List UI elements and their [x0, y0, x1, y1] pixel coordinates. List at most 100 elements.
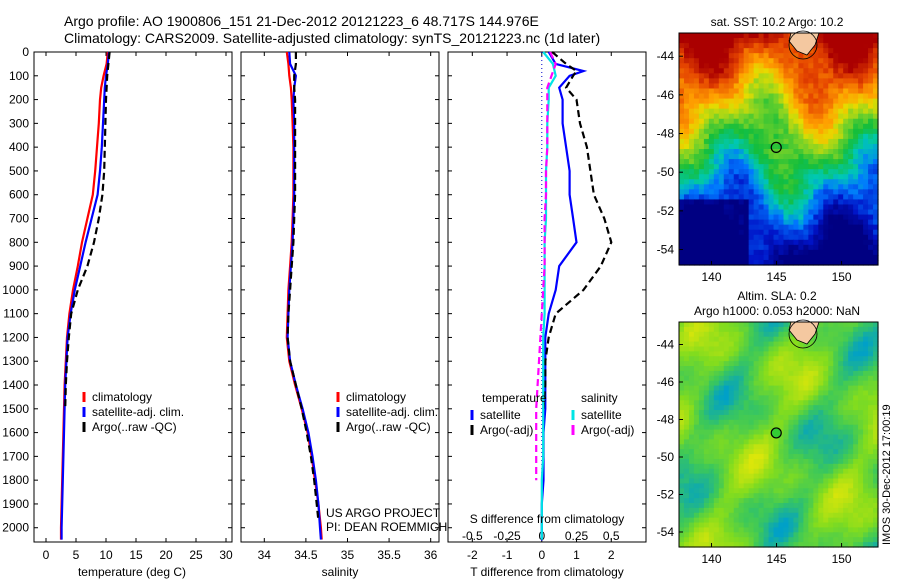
map-cell [808, 169, 814, 175]
map-cell [838, 498, 844, 504]
map-cell [823, 405, 829, 411]
map-cell [783, 468, 790, 475]
map-cell [718, 164, 725, 170]
map-cell [718, 419, 725, 426]
depth-tick-label: 800 [9, 235, 29, 249]
x-tick-label: 35 [341, 548, 355, 562]
map-cell [808, 390, 814, 396]
map-cell [803, 128, 809, 135]
map-cell [718, 390, 725, 396]
map-cell [743, 128, 750, 135]
map-cell [698, 48, 705, 54]
map-cell [693, 244, 700, 251]
map-cell [828, 113, 834, 120]
map-cell [708, 336, 715, 343]
map-cell [793, 346, 799, 352]
map-cell [793, 517, 799, 524]
map-cell [693, 133, 700, 140]
map-cell [848, 507, 854, 514]
map-cell [683, 468, 690, 475]
map-cell [728, 128, 735, 135]
map-cell [693, 473, 700, 480]
map-cell [758, 224, 765, 231]
map-cell [788, 219, 795, 226]
map-cell [743, 63, 750, 69]
map-cell [753, 478, 760, 485]
map-cell [768, 68, 775, 74]
map-cell [788, 73, 795, 79]
map-cell [868, 58, 874, 64]
map-cell [788, 414, 795, 421]
map-cell [798, 356, 804, 362]
map-cell [863, 366, 869, 372]
map-cell [683, 78, 690, 85]
map-cell [778, 517, 785, 524]
map-cell [773, 68, 780, 74]
map-cell [738, 414, 745, 421]
map-cell [683, 439, 690, 445]
map-cell [818, 405, 824, 411]
map-cell [858, 488, 864, 494]
map-cell [679, 493, 685, 499]
map-cell [863, 159, 869, 165]
map-cell [823, 53, 829, 59]
map-cell [693, 199, 700, 206]
map-cell [679, 429, 685, 436]
map-cell [828, 219, 834, 226]
map-cell [778, 219, 785, 226]
map-cell [853, 498, 859, 504]
map-cell [813, 113, 819, 120]
map-cell [833, 458, 839, 465]
map-cell [868, 179, 874, 185]
map-cell [703, 123, 710, 130]
map-cell [838, 395, 844, 401]
map-cell [778, 209, 785, 216]
map-cell [733, 63, 740, 69]
map-cell [698, 390, 705, 396]
map-cell [823, 488, 829, 494]
map-cell [793, 133, 799, 140]
map-cell [763, 249, 770, 256]
map-cell [868, 458, 874, 465]
map-cell [743, 244, 750, 251]
map-cell [873, 463, 879, 470]
map-cell [683, 395, 690, 401]
map-cell [843, 43, 849, 49]
map-cell [743, 493, 750, 499]
map-cell [853, 380, 859, 387]
map-cell [758, 33, 765, 39]
map-cell [763, 169, 770, 175]
map-cell [708, 98, 715, 105]
map-cell [768, 537, 775, 543]
map-cell [793, 93, 799, 100]
map-cell [708, 254, 715, 261]
map-cell [793, 375, 799, 382]
map-cell [693, 449, 700, 455]
map-cell [868, 78, 874, 85]
map-cell [788, 390, 795, 396]
map-cell [688, 414, 695, 421]
map-cell [823, 189, 829, 195]
map-cell [728, 507, 735, 514]
map-cell [778, 53, 785, 59]
map-cell [778, 390, 785, 396]
map-cell [708, 322, 715, 328]
map-cell [873, 532, 879, 538]
map-cell [818, 138, 824, 145]
map-cell [843, 108, 849, 115]
map-cell [853, 322, 859, 328]
map-cell [818, 73, 824, 79]
map-cell [753, 209, 760, 216]
map-cell [843, 449, 849, 455]
map-cell [813, 189, 819, 195]
map-cell [748, 483, 755, 489]
map-cell [738, 259, 745, 266]
map-cell [838, 113, 844, 120]
map-cell [738, 336, 745, 343]
map-cell [693, 507, 700, 514]
legend-label: climatology [346, 390, 406, 404]
map-cell [758, 478, 765, 485]
map-cell [698, 224, 705, 231]
map-cell [803, 463, 809, 470]
map-cell [833, 434, 839, 440]
